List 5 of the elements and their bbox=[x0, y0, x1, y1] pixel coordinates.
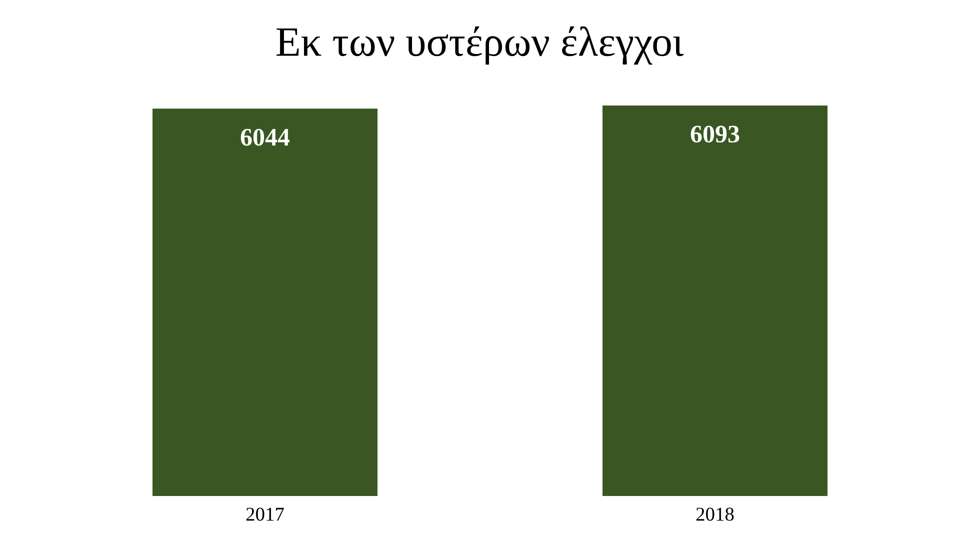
data-label: 6093 bbox=[690, 126, 740, 143]
data-label: 6044 bbox=[240, 128, 290, 146]
x-tick-label: 2018 bbox=[696, 508, 734, 521]
chart-title: Εκ των υστέρων έλεγχοι bbox=[276, 26, 684, 65]
x-tick-label: 2017 bbox=[246, 508, 284, 521]
